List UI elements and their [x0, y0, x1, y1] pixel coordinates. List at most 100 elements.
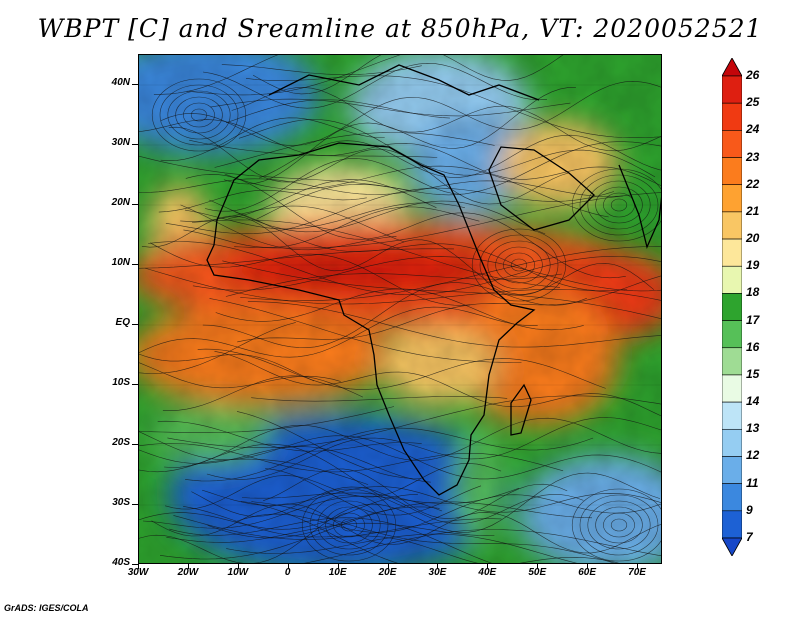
lon-tick-mark [187, 564, 189, 569]
streamline [238, 119, 656, 178]
streamline [139, 443, 406, 508]
streamline [191, 219, 561, 288]
streamline [162, 375, 364, 411]
lon-tick-label: 10W [227, 567, 249, 578]
coastlines [206, 64, 661, 496]
lat-tick-mark [132, 504, 138, 505]
lat-tick-mark [132, 144, 138, 145]
streamline [139, 472, 661, 563]
lon-tick-mark [387, 564, 389, 569]
colorbar-level-label: 19 [746, 258, 760, 273]
streamline [223, 87, 576, 185]
streamline [185, 174, 626, 279]
lat-tick-label: 20S [112, 437, 130, 448]
streamline [228, 179, 437, 219]
colorbar-segment [722, 428, 742, 457]
lon-tick-label: 30E [428, 567, 447, 578]
colorbar-segment [722, 130, 742, 158]
streamline [185, 427, 594, 482]
streamline [206, 417, 661, 480]
streamline [236, 411, 422, 479]
vortex-streamline [495, 246, 543, 284]
lon-tick-label: 0 [284, 567, 291, 578]
colorbar-level-label: 17 [746, 312, 760, 327]
colorbar-level-label: 26 [746, 68, 760, 82]
vortex-streamline [301, 488, 397, 562]
colorbar-level-label: 9 [746, 502, 753, 517]
streamline [183, 206, 480, 248]
streamline [139, 353, 315, 382]
lon-tick-mark [587, 564, 589, 569]
lon-tick-mark [637, 564, 639, 569]
streamline [139, 178, 623, 197]
lon-tick-mark [138, 564, 139, 569]
colorbar-level-label: 18 [746, 285, 760, 300]
streamline [139, 306, 538, 358]
streamline [184, 202, 465, 230]
lon-tick-label: 50E [528, 567, 547, 578]
map-plot-area [138, 54, 662, 564]
arabia-coastline [488, 146, 595, 231]
streamline [139, 443, 564, 473]
streamline [148, 241, 661, 296]
colorbar-level-label: 22 [746, 176, 760, 191]
colorbar-segment [722, 265, 742, 294]
vortex-streamline [167, 90, 231, 140]
lon-tick-label: 20W [177, 567, 199, 578]
streamline [214, 132, 495, 168]
streamline [222, 260, 661, 319]
streamline [139, 406, 395, 433]
colorbar-segment [722, 347, 742, 376]
streamline [169, 517, 492, 563]
vortex-streamline [471, 228, 567, 302]
vortex-streamline [503, 252, 535, 278]
lon-tick-label: 20E [378, 567, 397, 578]
lat-tick-label: 30N [111, 137, 130, 148]
streamline [139, 322, 296, 374]
vortex-streamline [333, 512, 365, 538]
streamline [141, 215, 655, 295]
lat-tick-label: 20N [111, 197, 130, 208]
lon-tick-label: 60E [578, 567, 597, 578]
streamline [251, 396, 508, 402]
streamline [168, 126, 569, 205]
colorbar-level-label: 21 [746, 203, 760, 218]
streamlines [139, 55, 661, 563]
streamline [263, 468, 568, 519]
colorbar-segment [722, 320, 742, 349]
colorbar-segment [722, 456, 742, 484]
colorbar-level-label: 13 [746, 421, 760, 436]
streamline [237, 275, 661, 343]
colorbar-top-arrow [722, 58, 742, 77]
streamline [202, 486, 661, 513]
streamline [251, 501, 615, 563]
vortex-streamline [579, 494, 659, 556]
lat-tick-mark [132, 264, 138, 265]
streamline [165, 463, 502, 510]
colorbar-segment [722, 157, 742, 186]
streamline [139, 446, 431, 483]
streamline [256, 141, 661, 220]
vortex-streamline [190, 108, 208, 122]
streamline [173, 515, 502, 540]
streamline [221, 64, 422, 75]
vortex-streamline [175, 96, 223, 134]
colorbar-segment [722, 401, 742, 430]
colorbar-level-label: 25 [746, 95, 760, 110]
lat-tick-mark [132, 324, 138, 325]
streamline [202, 282, 587, 349]
streamline [164, 417, 661, 468]
colorbar-segment [722, 75, 742, 104]
vortex-streamline [479, 234, 559, 296]
colorbar-segment [722, 211, 742, 240]
wbpt-streamline-map [139, 55, 661, 563]
streamline [166, 522, 495, 543]
lat-tick-label: 40S [112, 557, 130, 568]
colorbar-segment [722, 483, 742, 512]
colorbar-segment [722, 374, 742, 403]
vortex-streamline [571, 168, 661, 242]
lat-tick-label: 40N [111, 77, 130, 88]
streamline [160, 80, 661, 146]
vortex-streamline [151, 78, 247, 152]
lon-tick-label: 30W [127, 567, 149, 578]
